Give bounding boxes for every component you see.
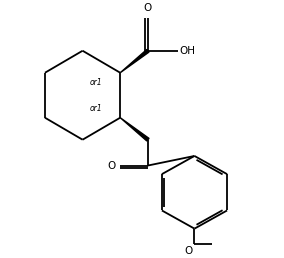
Polygon shape [120,118,149,141]
Text: O: O [144,3,152,13]
Polygon shape [120,50,149,73]
Text: O: O [107,160,115,171]
Text: or1: or1 [90,78,103,87]
Text: O: O [184,246,193,256]
Text: OH: OH [179,46,196,56]
Text: or1: or1 [90,104,103,113]
